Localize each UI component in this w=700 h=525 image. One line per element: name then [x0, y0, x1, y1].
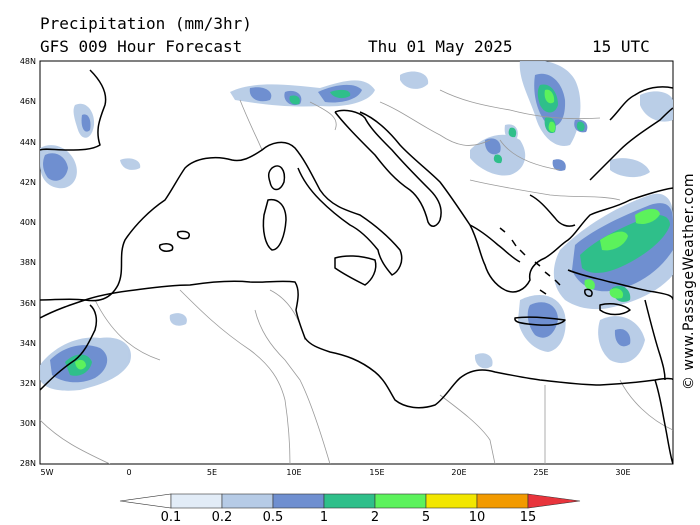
coastlines [40, 69, 673, 464]
colorbar-bin [272, 493, 325, 509]
lon-label: 30E [615, 468, 630, 477]
colorbar-label: 0.2 [212, 510, 233, 525]
lat-label: 28N [20, 459, 36, 468]
lon-labels: 5W 0 5E 10E 15E 20E 25E 30E [41, 468, 631, 477]
colorbar-label: 0.1 [161, 510, 182, 525]
lat-label: 38N [20, 258, 36, 267]
lat-label: 46N [20, 97, 36, 106]
lat-label: 30N [20, 419, 36, 428]
lon-label: 5W [41, 468, 54, 477]
lat-label: 32N [20, 379, 36, 388]
country-borders [40, 89, 673, 464]
colorbar-bin [221, 493, 274, 509]
colorbar [119, 493, 581, 509]
lon-label: 20E [451, 468, 466, 477]
lon-label: 0 [126, 468, 131, 477]
lat-label: 34N [20, 339, 36, 348]
colorbar-bin [476, 493, 529, 509]
precip-fields [40, 61, 673, 391]
lon-label: 5E [207, 468, 217, 477]
lat-label: 44N [20, 138, 36, 147]
lat-label: 48N [20, 57, 36, 66]
forecast-date: Thu 01 May 2025 [368, 37, 513, 56]
colorbar-label: 1 [320, 510, 328, 525]
colorbar-label: 2 [371, 510, 379, 525]
colorbar-label: 0.5 [263, 510, 284, 525]
lat-label: 42N [20, 178, 36, 187]
colorbar-bin [170, 493, 223, 509]
lon-label: 25E [533, 468, 548, 477]
colorbar-labels: 0.1 0.2 0.5 1 2 5 10 15 [161, 510, 537, 525]
forecast-time: 15 UTC [592, 37, 650, 56]
lon-label: 15E [369, 468, 384, 477]
lat-labels: 48N 46N 44N 42N 40N 38N 36N 34N 32N 30N … [20, 57, 36, 468]
colorbar-label: 5 [422, 510, 430, 525]
colorbar-bin [323, 493, 376, 509]
lat-label: 36N [20, 299, 36, 308]
colorbar-low-arrow [119, 493, 172, 509]
colorbar-label: 15 [520, 510, 537, 525]
colorbar-high-arrow [527, 493, 581, 509]
colorbar-bin [374, 493, 427, 509]
colorbar-bin [425, 493, 478, 509]
credit-watermark: © www.PassageWeather.com [681, 172, 697, 390]
map-title: Precipitation (mm/3hr) [40, 14, 252, 33]
lat-label: 40N [20, 218, 36, 227]
lon-label: 10E [286, 468, 301, 477]
forecast-subtitle: GFS 009 Hour Forecast [40, 37, 243, 56]
colorbar-label: 10 [469, 510, 486, 525]
